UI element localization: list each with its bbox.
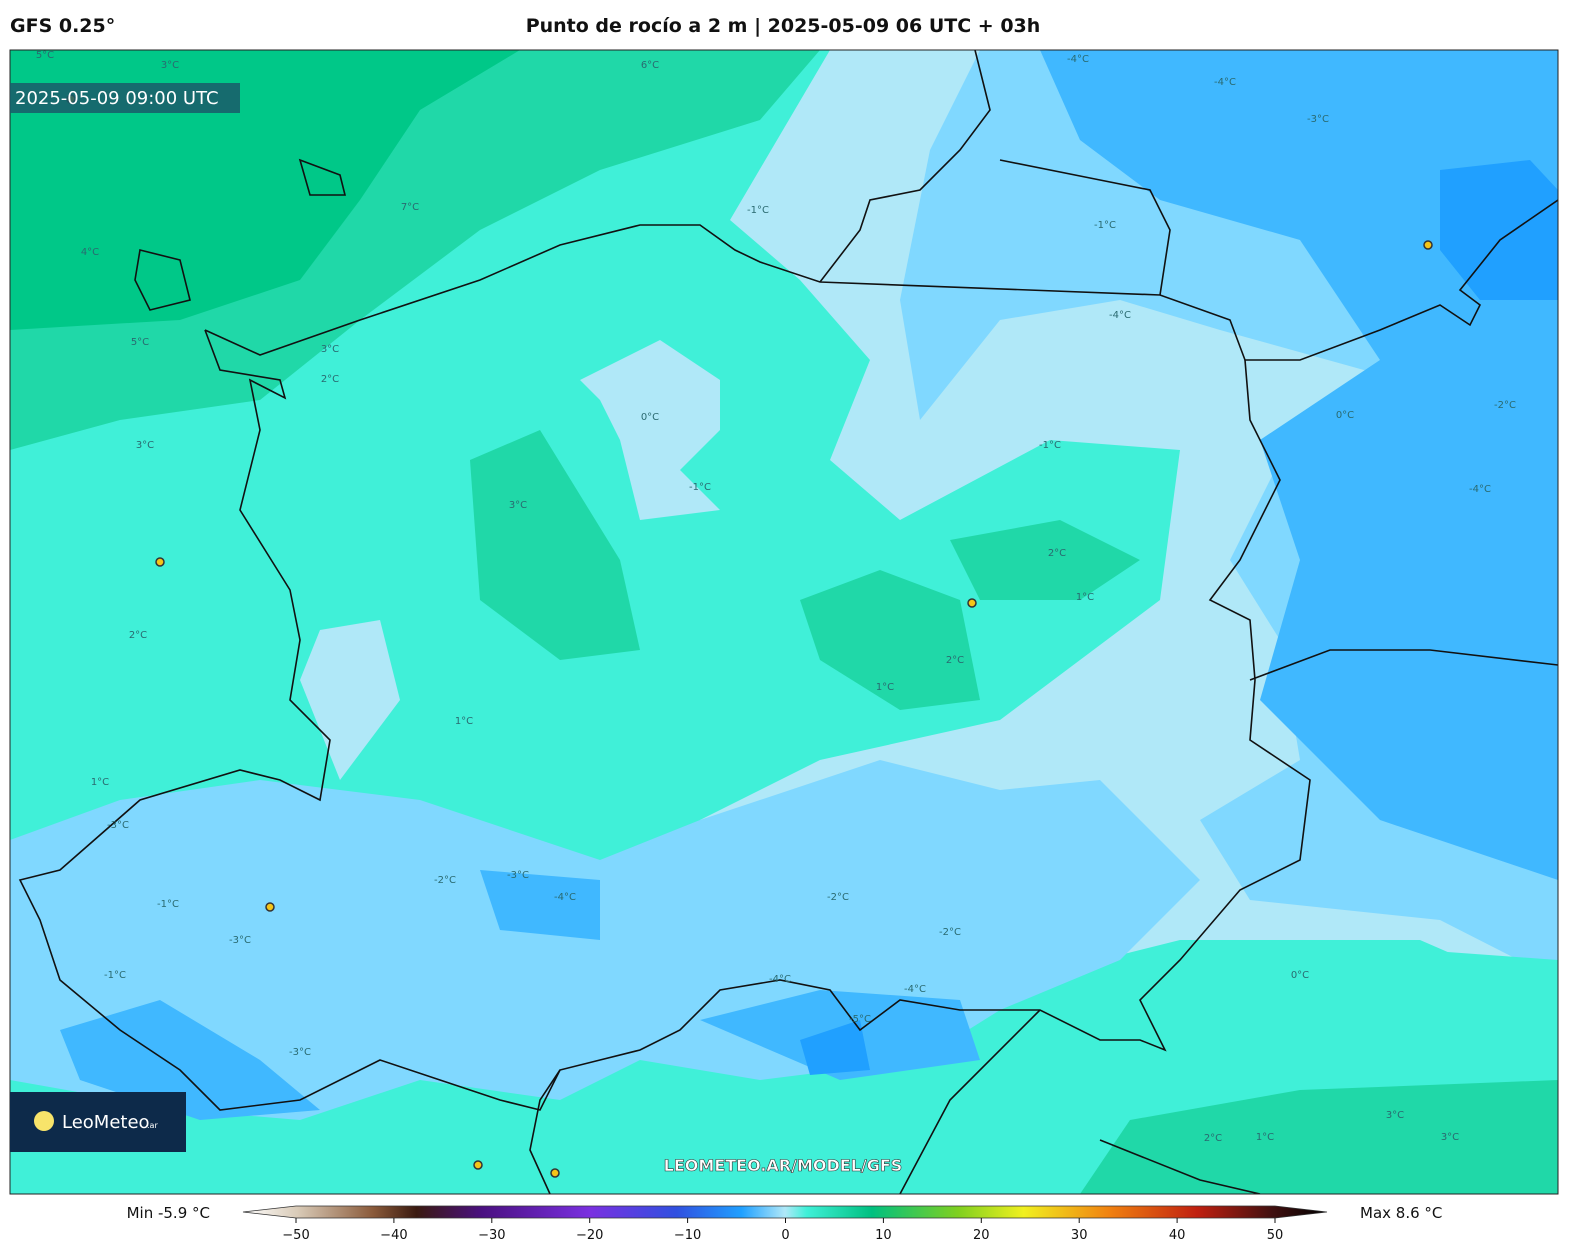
contour-label: 1°C — [876, 682, 894, 693]
colorbar-tick-label: −40 — [380, 1228, 407, 1243]
contour-label: 2°C — [1048, 548, 1066, 559]
field-dark-green — [10, 50, 520, 330]
colorbar-ticks: −50 −40 −30 −20 −10 0 10 20 30 40 50 — [282, 1218, 1283, 1243]
contour-label: 6°C — [641, 60, 659, 71]
contour-label: 3°C — [161, 60, 179, 71]
min-label: Min -5.9 °C — [127, 1204, 210, 1222]
field-cool-patch — [300, 340, 720, 780]
watermark: LEOMETEO.AR/MODEL/GFS — [664, 1156, 903, 1175]
model-name: GFS 0.25° — [10, 15, 115, 37]
contour-label: 3°C — [321, 344, 339, 355]
contour-label: 1°C — [1256, 1132, 1274, 1143]
contour-label: 0°C — [1291, 970, 1309, 981]
contour-label: -1°C — [747, 205, 769, 216]
contour-label: -5°C — [849, 1014, 871, 1025]
contour-label: 3°C — [509, 500, 527, 511]
contour-label: -4°C — [1067, 54, 1089, 65]
time-box — [10, 83, 240, 113]
contour-label: -1°C — [1094, 220, 1116, 231]
contour-label: -4°C — [1109, 310, 1131, 321]
colorbar-tick-label: −30 — [478, 1228, 505, 1243]
contour-label: 1°C — [1076, 592, 1094, 603]
colorbar-tick-label: 0 — [781, 1228, 789, 1243]
contour-label: 5°C — [36, 50, 54, 61]
contour-labels: 5°C 3°C 6°C 7°C 4°C 5°C 3°C 2°C 3°C 3°C 2°C 1°C 0°C -… — [36, 50, 1516, 1144]
contour-label: -4°C — [554, 892, 576, 903]
colorbar — [242, 1205, 1328, 1219]
colorbar-tick-label: 30 — [1071, 1228, 1088, 1243]
logo-sun — [34, 1111, 54, 1131]
contour-label: 1°C — [91, 777, 109, 788]
contour-label: -3°C — [1307, 114, 1329, 125]
contour-label: -1°C — [1039, 440, 1061, 451]
contour-label: 2°C — [321, 374, 339, 385]
contour-label: -1°C — [157, 899, 179, 910]
contour-label: -3°C — [229, 935, 251, 946]
contour-label: -3°C — [107, 820, 129, 831]
contour-label: -4°C — [904, 984, 926, 995]
contour-label: 5°C — [131, 337, 149, 348]
contour-label: 3°C — [1441, 1132, 1459, 1143]
field-blue — [1040, 50, 1558, 880]
colorbar-tick-label: −10 — [674, 1228, 701, 1243]
logo-suffix: .ar — [147, 1121, 158, 1130]
contour-label: 4°C — [81, 247, 99, 258]
contour-label: -2°C — [827, 892, 849, 903]
logo-text: LeoMeteo — [62, 1112, 150, 1133]
contour-label: 1°C — [455, 716, 473, 727]
contour-label: 2°C — [129, 630, 147, 641]
contour-label: 2°C — [946, 655, 964, 666]
colorbar-tick-label: −20 — [576, 1228, 603, 1243]
contour-label: 0°C — [1336, 410, 1354, 421]
contour-label: 3°C — [1386, 1110, 1404, 1121]
colorbar-tick-label: 40 — [1169, 1228, 1186, 1243]
colorbar-tick-label: 20 — [973, 1228, 990, 1243]
field-min — [800, 1020, 870, 1075]
contour-label: -4°C — [1469, 484, 1491, 495]
contour-label: -2°C — [434, 875, 456, 886]
contour-label: -2°C — [1494, 400, 1516, 411]
colorbar-tick-label: −50 — [282, 1228, 309, 1243]
field-warm-patch — [470, 430, 1140, 710]
contour-label: 0°C — [641, 412, 659, 423]
contour-label: -1°C — [689, 482, 711, 493]
valid-time: 2025-05-09 09:00 UTC — [15, 88, 219, 109]
borders — [18, 50, 1558, 1194]
contour-label: 3°C — [136, 440, 154, 451]
map-frame — [9, 49, 1559, 1195]
contour-label: -1°C — [104, 970, 126, 981]
contour-label: -3°C — [289, 1047, 311, 1058]
map: 5°C 3°C 6°C 7°C 4°C 5°C 3°C 2°C 3°C 3°C 2°C 1°C 0°C -… — [10, 50, 1558, 1194]
colorbar-tick-label: 50 — [1267, 1228, 1284, 1243]
contour-label: -4°C — [1214, 77, 1236, 88]
max-label: Max 8.6 °C — [1360, 1204, 1442, 1222]
contour-label: 2°C — [1204, 1133, 1222, 1144]
map-title: Punto de rocío a 2 m | 2025-05-09 06 UTC… — [526, 15, 1041, 37]
contour-label: -2°C — [939, 927, 961, 938]
contour-label: 7°C — [401, 202, 419, 213]
contour-label: -4°C — [769, 974, 791, 985]
field-south-green — [1080, 1080, 1558, 1194]
contour-label: -3°C — [507, 870, 529, 881]
field-deep-blue — [1440, 160, 1558, 300]
colorbar-tick-label: 10 — [875, 1228, 892, 1243]
